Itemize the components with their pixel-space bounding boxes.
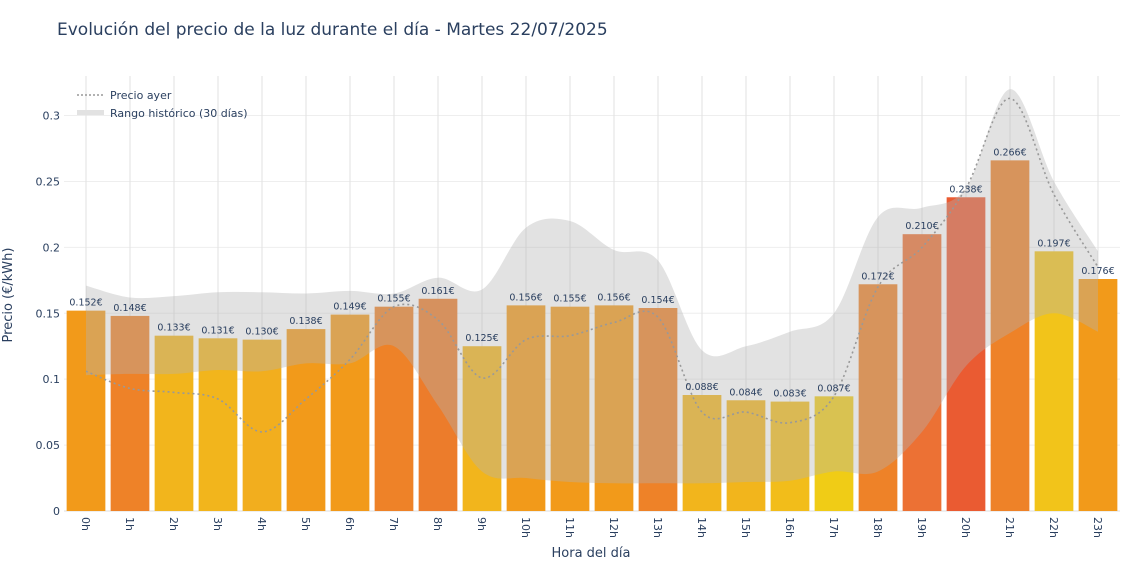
- bar-value-label: 0.210€: [905, 221, 938, 232]
- price-bar: [814, 396, 854, 511]
- bar-value-label: 0.148€: [113, 303, 146, 314]
- x-tick-label: 1h: [123, 517, 136, 531]
- bar-value-label: 0.197€: [1037, 238, 1070, 249]
- bar-value-label: 0.084€: [729, 387, 762, 398]
- x-tick-label: 19h: [915, 517, 928, 538]
- bars-layer: [66, 160, 1118, 512]
- price-bar: [682, 395, 722, 511]
- historical-range-band: [86, 89, 1098, 484]
- price-bar: [1078, 279, 1118, 511]
- legend-yesterday-label: Precio ayer: [110, 89, 172, 102]
- x-tick-labels: 0h 1h 2h 3h 4h 5h 6h 7h 8h 9h 10h 11h 12h 13h 14h 15h 16…: [79, 517, 1104, 538]
- bar-value-label: 0.161€: [421, 286, 454, 297]
- price-bar: [770, 401, 810, 511]
- price-bar: [946, 197, 986, 512]
- bar-value-label: 0.138€: [289, 316, 322, 327]
- x-tick-label: 7h: [387, 517, 400, 531]
- yesterday-line-layer: [85, 97, 1099, 433]
- price-bar: [902, 234, 942, 511]
- x-tick-label: 11h: [563, 517, 576, 538]
- bar-value-label: 0.156€: [597, 292, 630, 303]
- price-bar: [990, 160, 1030, 511]
- x-tick-label: 0h: [79, 517, 92, 531]
- x-tick-label: 22h: [1047, 517, 1060, 538]
- yesterday-price-line: [85, 97, 1099, 433]
- price-bar: [594, 305, 634, 511]
- bar-value-label: 0.172€: [861, 271, 894, 282]
- x-tick-label: 13h: [651, 517, 664, 538]
- price-bar: [726, 400, 766, 511]
- bar-value-label: 0.238€: [949, 184, 982, 195]
- bar-value-label: 0.088€: [685, 382, 718, 393]
- x-tick-label: 20h: [959, 517, 972, 538]
- bar-value-label: 0.154€: [641, 295, 674, 306]
- price-bar: [550, 306, 590, 511]
- price-bar: [1034, 251, 1074, 511]
- bar-value-label: 0.125€: [465, 333, 498, 344]
- bar-value-label: 0.087€: [817, 383, 850, 394]
- bar-value-label: 0.131€: [201, 325, 234, 336]
- price-bar: [462, 346, 502, 511]
- x-tick-label: 17h: [827, 517, 840, 538]
- x-tick-label: 2h: [167, 517, 180, 531]
- x-tick-label: 12h: [607, 517, 620, 538]
- bar-value-label: 0.266€: [993, 147, 1026, 158]
- x-tick-label: 23h: [1091, 517, 1104, 538]
- bar-value-label: 0.152€: [69, 298, 102, 309]
- y-axis-title: Precio (€/kWh): [1, 248, 16, 343]
- x-tick-label: 14h: [695, 517, 708, 538]
- x-tick-label: 15h: [739, 517, 752, 538]
- x-tick-label: 4h: [255, 517, 268, 531]
- bar-value-label: 0.083€: [773, 389, 806, 400]
- y-tick-label: 0.05: [36, 439, 61, 452]
- x-tick-label: 6h: [343, 517, 356, 531]
- price-bar: [198, 338, 238, 511]
- price-bar: [330, 314, 370, 511]
- y-tick-label: 0.1: [43, 373, 61, 386]
- price-bar: [154, 335, 194, 511]
- x-tick-label: 21h: [1003, 517, 1016, 538]
- bar-value-label: 0.149€: [333, 302, 366, 313]
- price-bar: [506, 305, 546, 511]
- y-tick-label: 0.3: [43, 110, 61, 123]
- price-bar: [242, 339, 282, 511]
- y-tick-label: 0: [53, 505, 60, 518]
- y-tick-labels: 0 0.05 0.1 0.15 0.2 0.25 0.3: [36, 110, 61, 518]
- bar-value-label: 0.155€: [377, 294, 410, 305]
- price-bar: [374, 306, 414, 511]
- price-bar: [286, 329, 326, 511]
- price-bar: [858, 284, 898, 511]
- x-axis-title: Hora del día: [552, 546, 631, 561]
- x-tick-label: 10h: [519, 517, 532, 538]
- bar-value-labels: 0.152€ 0.148€ 0.133€ 0.131€ 0.130€ 0.138€ 0.14…: [69, 147, 1114, 399]
- chart-title: Evolución del precio de la luz durante e…: [57, 20, 608, 40]
- x-tick-label: 9h: [475, 517, 488, 531]
- x-tick-label: 16h: [783, 517, 796, 538]
- bar-value-label: 0.156€: [509, 292, 542, 303]
- legend-range-label: Rango histórico (30 días): [110, 107, 248, 120]
- historical-range-area: [86, 89, 1098, 484]
- bar-value-label: 0.133€: [157, 323, 190, 334]
- x-tick-label: 8h: [431, 517, 444, 531]
- price-bar: [418, 298, 458, 511]
- bar-value-label: 0.176€: [1081, 266, 1114, 277]
- legend: Precio ayer Rango histórico (30 días): [77, 89, 248, 120]
- bar-value-label: 0.130€: [245, 327, 278, 338]
- y-tick-label: 0.25: [36, 175, 61, 188]
- y-tick-label: 0.2: [43, 241, 61, 254]
- price-bar: [66, 310, 106, 511]
- bar-value-label: 0.155€: [553, 294, 586, 305]
- x-tick-label: 3h: [211, 517, 224, 531]
- x-tick-label: 5h: [299, 517, 312, 531]
- price-bar: [110, 315, 150, 511]
- x-tick-label: 18h: [871, 517, 884, 538]
- y-tick-label: 0.15: [36, 307, 61, 320]
- legend-range-swatch: [77, 110, 104, 115]
